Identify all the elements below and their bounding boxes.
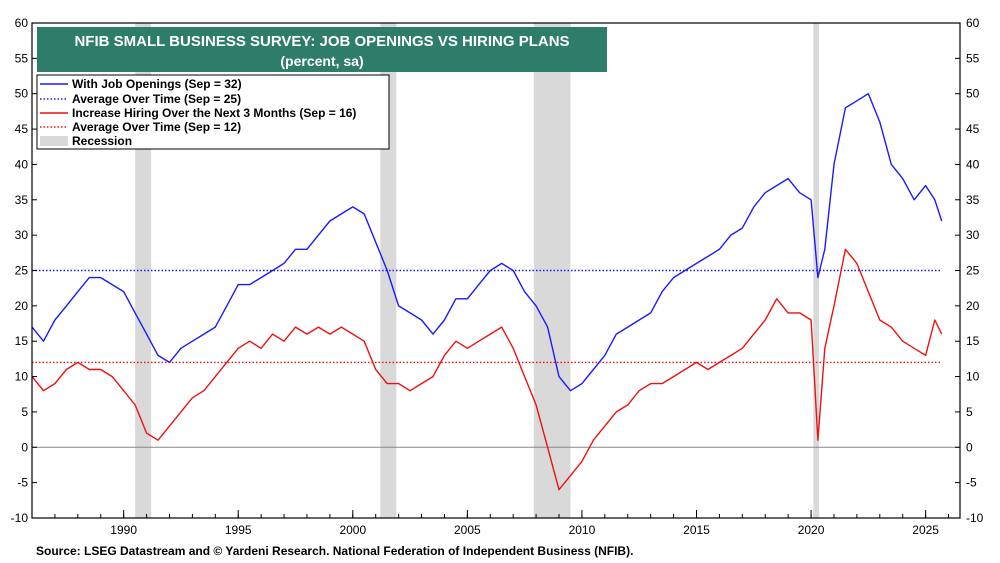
legend-label-hiring-average: Average Over Time (Sep = 12) [72, 120, 241, 134]
x-tick-label-6: 2020 [798, 523, 825, 537]
y-tick-label-left-5: 15 [15, 334, 29, 348]
title-block: NFIB SMALL BUSINESS SURVEY: JOB OPENINGS… [37, 27, 607, 72]
y-tick-label-right-4: 10 [966, 370, 980, 384]
y-tick-label-left-9: 35 [15, 193, 29, 207]
y-tick-label-right-2: 0 [966, 440, 973, 454]
legend-label-openings-average: Average Over Time (Sep = 25) [72, 92, 241, 106]
average-lines [32, 269, 942, 364]
y-tick-label-left-1: -5 [17, 476, 28, 490]
y-tick-label-right-14: 60 [966, 16, 980, 30]
title-background [37, 27, 607, 72]
y-tick-label-right-13: 55 [966, 51, 980, 65]
y-tick-label-left-3: 5 [21, 405, 28, 419]
x-tick-label-1: 1995 [225, 523, 252, 537]
y-tick-label-left-11: 45 [15, 122, 29, 136]
legend-label-recession: Recession [72, 134, 132, 148]
y-tick-label-right-9: 35 [966, 193, 980, 207]
series-line-1 [31, 248, 943, 491]
x-tick-label-3: 2005 [454, 523, 481, 537]
legend-label-hiring: Increase Hiring Over the Next 3 Months (… [72, 106, 356, 120]
y-tick-label-right-1: -5 [966, 476, 977, 490]
chart-title: NFIB SMALL BUSINESS SURVEY: JOB OPENINGS… [74, 33, 569, 50]
source-note: Source: LSEG Datastream and © Yardeni Re… [36, 544, 633, 558]
legend-box [36, 74, 390, 150]
y-tick-label-right-5: 15 [966, 334, 980, 348]
y-tick-label-left-12: 50 [15, 87, 29, 101]
legend: With Job Openings (Sep = 32) Average Ove… [36, 74, 390, 150]
legend-swatch-recession [40, 136, 68, 146]
y-tick-label-left-10: 40 [15, 157, 29, 171]
series-line-0 [31, 92, 943, 392]
x-tick-label-4: 2010 [569, 523, 596, 537]
y-tick-label-left-7: 25 [15, 264, 29, 278]
y-tick-label-right-7: 25 [966, 264, 980, 278]
y-tick-label-right-0: -10 [966, 511, 984, 525]
y-tick-label-left-8: 30 [15, 228, 29, 242]
legend-label-openings: With Job Openings (Sep = 32) [72, 77, 242, 91]
y-tick-label-left-6: 20 [15, 299, 29, 313]
y-tick-label-left-4: 10 [15, 370, 29, 384]
y-tick-label-left-0: -10 [11, 511, 29, 525]
x-tick-label-2: 2000 [339, 523, 366, 537]
y-tick-label-right-8: 30 [966, 228, 980, 242]
y-tick-label-left-13: 55 [15, 51, 29, 65]
y-tick-label-left-2: 0 [21, 440, 28, 454]
y-tick-label-right-10: 40 [966, 157, 980, 171]
y-tick-label-right-11: 45 [966, 122, 980, 136]
series-lines [31, 92, 943, 491]
x-tick-label-7: 2025 [912, 523, 939, 537]
y-tick-label-left-14: 60 [15, 16, 29, 30]
y-tick-label-right-3: 5 [966, 405, 973, 419]
y-tick-label-right-12: 50 [966, 87, 980, 101]
x-tick-label-0: 1990 [110, 523, 137, 537]
chart-subtitle: (percent, sa) [280, 53, 363, 69]
x-tick-label-5: 2015 [683, 523, 710, 537]
y-tick-label-right-6: 20 [966, 299, 980, 313]
